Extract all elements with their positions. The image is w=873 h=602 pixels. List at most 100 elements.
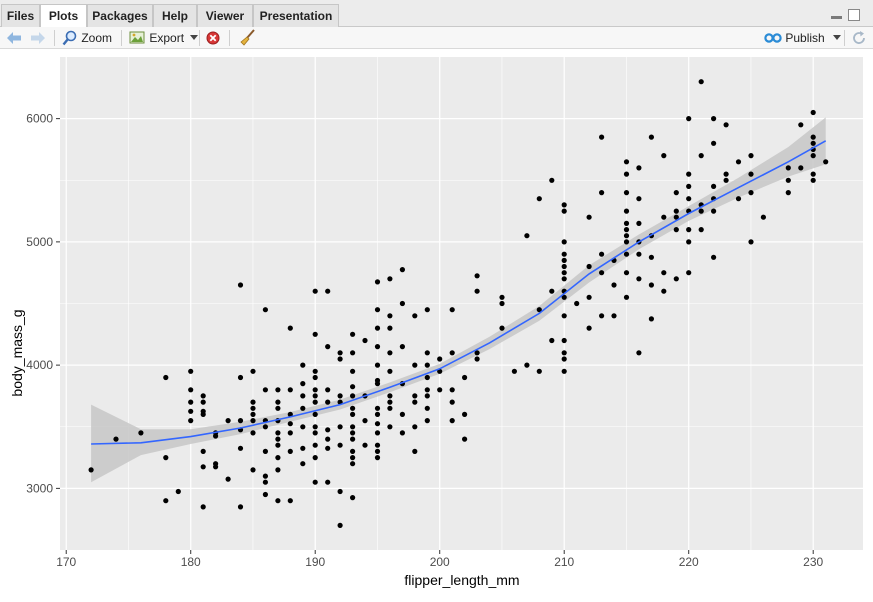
data-point [237,418,244,424]
data-point [200,504,206,510]
publish-icon [764,33,782,43]
data-point [561,276,567,282]
arrow-left-icon[interactable] [6,29,22,47]
remove-plot-icon[interactable] [206,29,220,47]
data-point [561,356,567,362]
minimize-pane-icon[interactable] [830,9,842,21]
data-point [350,405,356,411]
data-point [325,344,331,350]
data-point [350,350,356,356]
data-point [748,239,754,245]
data-point [387,399,393,405]
data-point [412,424,418,430]
data-point [636,350,642,356]
data-point [350,424,356,430]
data-point [549,288,555,294]
data-point [325,399,331,405]
data-point [250,405,256,411]
data-point [586,325,592,331]
refresh-icon[interactable] [851,29,867,47]
data-point [673,276,679,282]
data-point [250,418,256,424]
data-point [237,374,244,381]
data-point [250,411,256,417]
data-point [673,214,679,220]
data-point [262,473,268,479]
data-point [312,455,318,461]
data-point [262,479,268,485]
y-tick-label: 3000 [26,481,53,495]
data-point [711,183,717,189]
data-point [698,227,704,233]
data-point [362,418,368,424]
tab-help[interactable]: Help [153,4,197,27]
data-point [686,227,692,233]
data-point [337,350,343,356]
tab-plots[interactable]: Plots [40,4,87,28]
data-point [275,399,281,405]
data-point [661,288,667,294]
export-image-icon [129,31,145,44]
tab-files[interactable]: Files [1,4,40,27]
data-point [312,374,318,381]
data-point [350,411,356,417]
data-point [524,362,530,368]
x-tick-label: 200 [430,555,450,569]
export-button[interactable]: Export [129,29,199,47]
data-point [424,374,430,381]
data-point [623,239,630,245]
data-point [287,325,293,331]
data-point [748,153,754,159]
arrow-right-icon[interactable] [30,29,46,47]
data-point [362,337,368,344]
tab-viewer[interactable]: Viewer [197,4,253,27]
data-point [623,159,630,165]
data-point [275,436,281,442]
maximize-pane-icon[interactable] [848,9,860,21]
data-point [374,442,381,448]
data-point [350,495,356,501]
data-point [462,411,468,417]
data-point [399,344,405,350]
data-point [175,488,181,495]
data-point [636,251,642,257]
data-point [599,190,605,196]
data-point [387,393,393,399]
data-point [424,362,430,368]
publish-button[interactable]: Publish [764,29,842,47]
data-point [387,325,393,331]
data-point [499,325,505,331]
data-point [561,294,567,300]
data-point [300,362,306,368]
data-point [698,153,704,159]
x-tick-label: 170 [56,555,76,569]
data-point [188,368,194,374]
data-point [449,350,455,356]
data-point [399,411,405,417]
scatter-plot: 170 180 190 200 210 220 230 3000 4000 5000 6000 fl… [9,57,863,588]
confidence-band-layer [91,117,826,483]
data-point [462,436,468,442]
data-point [350,368,356,374]
x-tick-label: 190 [305,555,325,569]
zoom-button[interactable]: Zoom [62,29,112,47]
data-point [337,393,343,399]
data-point [698,79,704,85]
data-point [337,356,343,362]
data-point [561,368,567,374]
data-point [312,399,318,405]
data-point [661,214,667,220]
data-point [723,177,729,183]
data-point [374,279,381,285]
data-point [262,387,268,393]
data-point [262,307,268,313]
toolbar-separator [54,30,55,46]
tab-packages[interactable]: Packages [87,4,153,27]
data-point [810,177,816,183]
tab-presentation[interactable]: Presentation [253,4,339,27]
data-point [536,368,542,374]
broom-icon[interactable] [238,29,256,47]
data-point [711,140,717,146]
data-point [300,393,306,399]
data-point [287,387,293,393]
